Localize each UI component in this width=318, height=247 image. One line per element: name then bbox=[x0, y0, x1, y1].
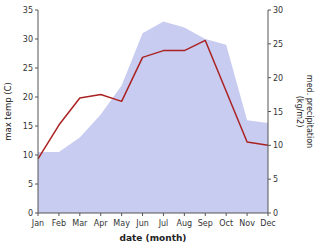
y-tick-label: 35 bbox=[23, 6, 33, 15]
y-tick bbox=[35, 97, 38, 98]
y2-tick-label: 15 bbox=[273, 108, 283, 117]
x-tick bbox=[247, 213, 248, 216]
y-tick-label: 30 bbox=[23, 35, 33, 44]
x-tick-label: May bbox=[113, 219, 130, 228]
y2-tick-label: 10 bbox=[273, 141, 283, 150]
x-tick bbox=[79, 213, 80, 216]
y2-axis-label: med. precipitation(kg/m2) bbox=[295, 75, 314, 148]
x-tick-label: Apr bbox=[94, 219, 109, 228]
y-tick-label: 15 bbox=[23, 122, 33, 131]
x-tick-label: Dec bbox=[260, 219, 275, 228]
x-tick-label: Jan bbox=[31, 219, 44, 228]
y-tick bbox=[35, 155, 38, 156]
y-tick-label: 0 bbox=[28, 209, 33, 218]
y2-axis-label-line: (kg/m2) bbox=[295, 96, 304, 128]
x-tick bbox=[58, 213, 59, 216]
y-tick bbox=[35, 39, 38, 40]
x-tick-label: Sep bbox=[198, 219, 213, 228]
y2-tick-label: 0 bbox=[273, 209, 278, 218]
x-tick-label: Oct bbox=[219, 219, 233, 228]
x-tick bbox=[100, 213, 101, 216]
y2-tick-label: 5 bbox=[273, 175, 278, 184]
y-axis-label: max temp (C) bbox=[3, 82, 13, 141]
y2-axis-label-line: med. precipitation bbox=[305, 75, 314, 148]
chart: JanFebMarAprMayJunJulAugSepOctNovDec0510… bbox=[0, 0, 318, 247]
y2-tick bbox=[268, 10, 271, 11]
x-tick-label: Jun bbox=[135, 219, 149, 228]
y-axis-line bbox=[38, 10, 39, 213]
y-tick bbox=[35, 184, 38, 185]
x-tick bbox=[121, 213, 122, 216]
y2-tick-label: 20 bbox=[273, 74, 283, 83]
y2-tick bbox=[268, 213, 271, 214]
x-tick-label: Aug bbox=[177, 219, 193, 228]
y2-tick bbox=[268, 111, 271, 112]
x-tick bbox=[226, 213, 227, 216]
x-tick bbox=[142, 213, 143, 216]
y-tick bbox=[35, 68, 38, 69]
x-tick bbox=[163, 213, 164, 216]
x-axis-line bbox=[38, 213, 268, 214]
precipitation-line bbox=[38, 40, 268, 158]
y2-tick-label: 25 bbox=[273, 40, 283, 49]
temperature-area bbox=[38, 22, 268, 213]
x-tick-label: Jul bbox=[158, 219, 169, 228]
y-tick-label: 5 bbox=[28, 180, 33, 189]
y-tick-label: 25 bbox=[23, 64, 33, 73]
x-tick-label: Mar bbox=[72, 219, 88, 228]
y2-tick bbox=[268, 43, 271, 44]
y-tick-label: 10 bbox=[23, 151, 33, 160]
y-tick-label: 20 bbox=[23, 93, 33, 102]
y2-tick bbox=[268, 179, 271, 180]
x-axis-label: date (month) bbox=[120, 233, 187, 243]
y-tick bbox=[35, 10, 38, 11]
y2-tick bbox=[268, 77, 271, 78]
y-tick bbox=[35, 213, 38, 214]
y2-tick bbox=[268, 145, 271, 146]
x-tick bbox=[184, 213, 185, 216]
y2-tick-label: 30 bbox=[273, 6, 283, 15]
x-tick-label: Nov bbox=[239, 219, 255, 228]
y-tick bbox=[35, 126, 38, 127]
x-tick bbox=[205, 213, 206, 216]
x-tick-label: Feb bbox=[52, 219, 66, 228]
marks bbox=[38, 22, 268, 213]
